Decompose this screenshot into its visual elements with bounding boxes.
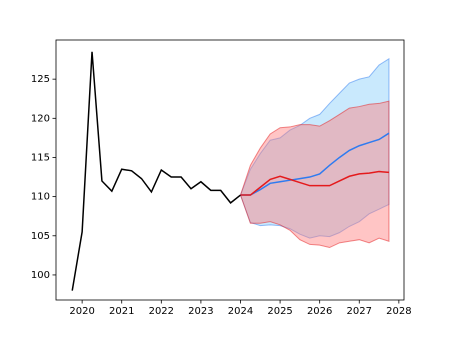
lines bbox=[71, 51, 390, 291]
series-line bbox=[240, 132, 390, 196]
x-tick-label: 2026 bbox=[307, 306, 332, 317]
y-tick-label: 125 bbox=[31, 74, 50, 85]
bands bbox=[239, 57, 390, 249]
x-tick-label: 2025 bbox=[267, 306, 292, 317]
y-tick-label: 105 bbox=[31, 231, 50, 242]
series-line bbox=[71, 51, 241, 291]
x-tick-label: 2024 bbox=[228, 306, 253, 317]
y-tick-label: 100 bbox=[31, 270, 50, 281]
plot-frame bbox=[55, 39, 405, 301]
x-tick-label: 2027 bbox=[347, 306, 372, 317]
y-tick-label: 120 bbox=[31, 113, 50, 124]
series-line bbox=[240, 170, 390, 196]
x-tick-label: 2028 bbox=[386, 306, 411, 317]
x-tick-label: 2020 bbox=[69, 306, 94, 317]
y-tick-label: 115 bbox=[31, 152, 50, 163]
x-tick-label: 2021 bbox=[109, 306, 134, 317]
confidence-band bbox=[239, 100, 390, 249]
x-tick-label: 2022 bbox=[149, 306, 174, 317]
x-tick-label: 2023 bbox=[188, 306, 213, 317]
y-tick-label: 110 bbox=[31, 192, 50, 203]
